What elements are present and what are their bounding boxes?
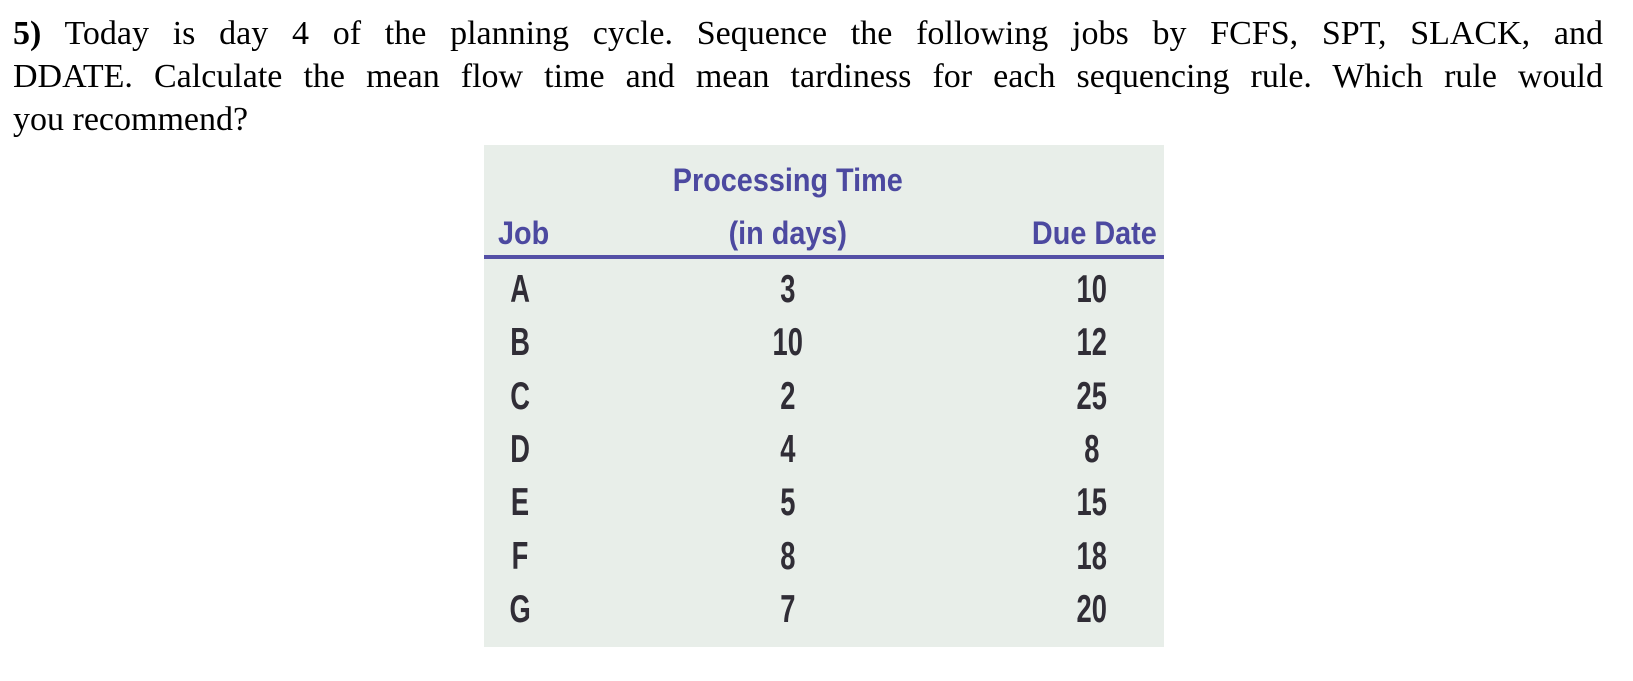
due-date-cell: 18 (1076, 534, 1108, 578)
header-job: Job (498, 217, 555, 249)
due-date-cell: 12 (1076, 321, 1108, 365)
job-cell: B (510, 321, 530, 365)
header-processing-time-line2-label: (in days) (728, 215, 848, 251)
header-job-label: Job (498, 215, 550, 251)
header-processing-time-line1-label: Processing Time (673, 162, 903, 198)
processing-time-cell: 10 (772, 321, 804, 365)
table-row: A 3 10 (484, 263, 1164, 316)
due-date-cell: 20 (1076, 587, 1108, 631)
table-rows: A 3 10 B 10 12 C 2 25 D 4 8 E 5 (484, 263, 1164, 636)
table-row: E 5 15 (484, 476, 1164, 529)
table-row: C 2 25 (484, 370, 1164, 423)
processing-time-cell: 7 (780, 587, 796, 631)
due-date-cell: 8 (1084, 428, 1100, 472)
processing-time-cell: 2 (780, 374, 796, 418)
due-date-cell: 15 (1076, 481, 1108, 525)
header-processing-time-line1: Processing Time (484, 164, 1092, 196)
job-cell: C (510, 374, 530, 418)
header-rule-divider (484, 255, 1164, 259)
job-table: Processing Time Job (in days) Due Date A… (484, 145, 1164, 647)
question-line-1: 5) Today is day 4 of the planning cycle.… (13, 12, 1603, 55)
question-paragraph: 5) Today is day 4 of the planning cycle.… (13, 12, 1603, 141)
job-cell: E (510, 481, 530, 525)
processing-time-cell: 3 (780, 268, 796, 312)
header-processing-time-line2: (in days) (484, 217, 1092, 249)
question-line-1-text: Today is day 4 of the planning cycle. Se… (64, 15, 1603, 52)
table-row: F 8 18 (484, 529, 1164, 582)
job-cell: G (509, 587, 531, 631)
processing-time-cell: 8 (780, 534, 796, 578)
table-row: D 4 8 (484, 423, 1164, 476)
processing-time-cell: 5 (780, 481, 796, 525)
processing-time-cell: 4 (780, 428, 796, 472)
header-due-date-label: Due Date (1031, 215, 1157, 251)
job-cell: D (510, 428, 530, 472)
header-due-date: Due Date (964, 217, 1224, 249)
question-line-2: DDATE. Calculate the mean flow time and … (13, 58, 1603, 95)
job-cell: A (510, 268, 530, 312)
table-row: B 10 12 (484, 316, 1164, 369)
due-date-cell: 25 (1076, 374, 1108, 418)
due-date-cell: 10 (1076, 268, 1108, 312)
question-line-3: you recommend? (13, 101, 249, 138)
table-row: G 7 20 (484, 583, 1164, 636)
question-number: 5) (13, 15, 42, 52)
job-cell: F (511, 534, 529, 578)
